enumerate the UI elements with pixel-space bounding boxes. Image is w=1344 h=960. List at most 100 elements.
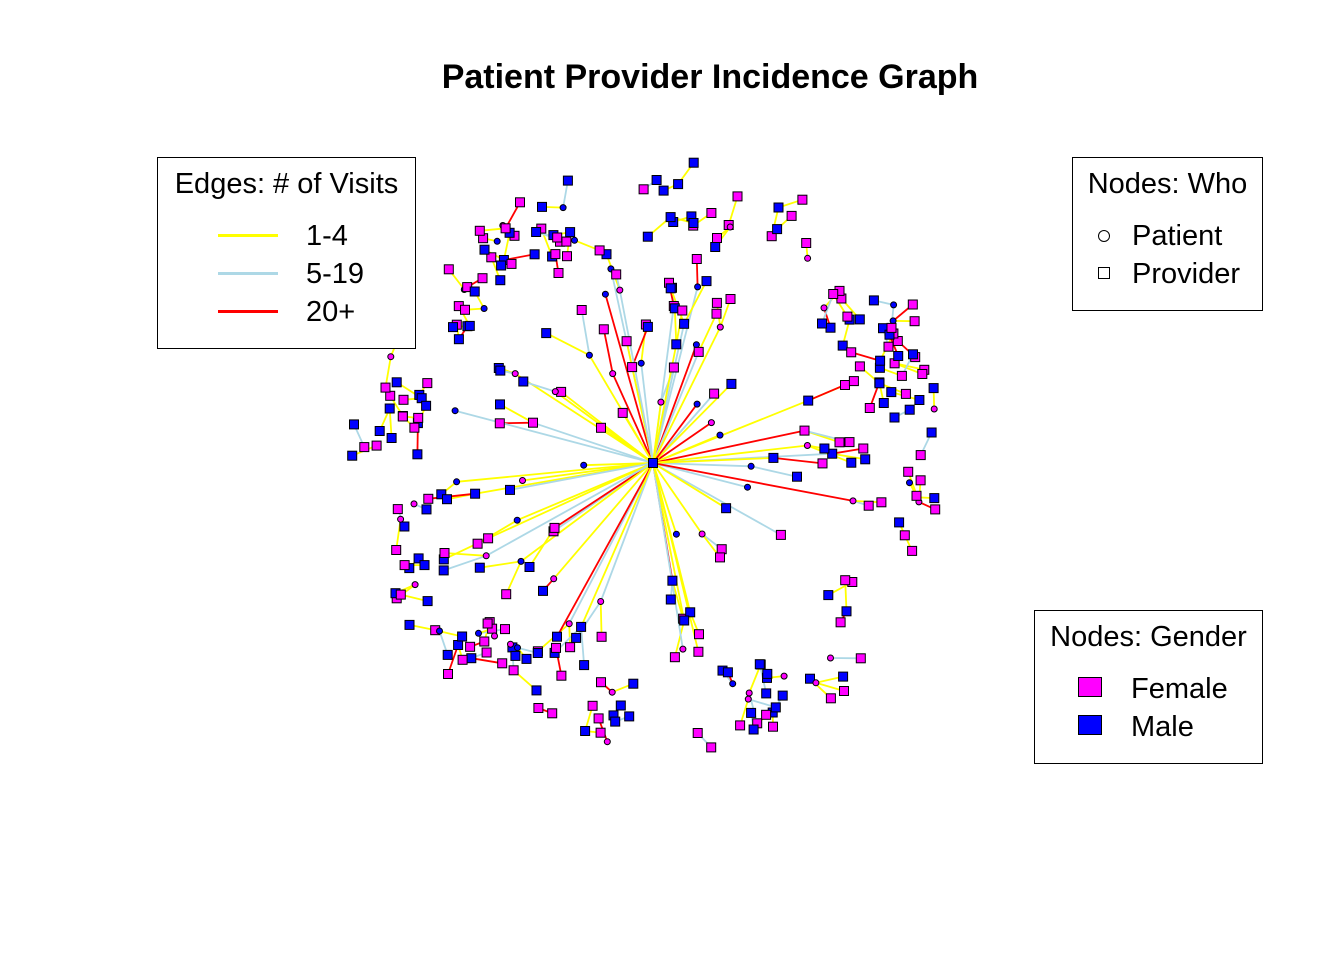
provider-node: [457, 631, 468, 642]
provider-node: [392, 504, 403, 515]
patient-node: [729, 680, 737, 688]
patient-node: [480, 305, 488, 312]
provider-node: [453, 640, 464, 650]
female-swatch-icon: [1078, 677, 1102, 697]
graph-edge: [599, 462, 654, 602]
graph-edge: [652, 429, 805, 464]
provider-node: [903, 466, 914, 477]
provider-node: [611, 269, 622, 280]
patient-node: [451, 407, 459, 415]
provider-node: [863, 500, 874, 511]
who-label-patient: Patient: [1132, 220, 1223, 252]
provider-node: [665, 594, 676, 605]
provider-node: [413, 412, 424, 423]
provider-node: [761, 688, 772, 699]
graph-edge: [832, 452, 866, 461]
provider-node: [665, 283, 676, 294]
patient-circle-icon: [1098, 230, 1110, 242]
provider-node: [580, 726, 591, 736]
provider-node: [835, 617, 846, 628]
edge-label-20-plus: 20+: [306, 296, 356, 328]
patient-node: [608, 688, 616, 696]
provider-node: [874, 378, 885, 389]
provider-node: [547, 708, 558, 719]
provider-node: [642, 231, 653, 242]
graph-edge: [479, 560, 522, 569]
provider-node: [797, 194, 808, 205]
provider-node: [413, 553, 424, 564]
provider-node: [917, 369, 928, 379]
graph-edge: [599, 601, 603, 637]
provider-node: [549, 522, 560, 533]
patient-node: [517, 557, 525, 565]
provider-node: [823, 590, 834, 601]
graph-edge: [652, 462, 854, 502]
provider-node: [380, 382, 391, 393]
provider-node: [438, 565, 449, 576]
provider-node: [596, 677, 606, 688]
provider-node: [495, 365, 506, 376]
provider-node: [693, 646, 704, 657]
provider-node: [679, 615, 690, 626]
provider-node: [615, 700, 626, 711]
provider-node: [688, 218, 699, 228]
provider-node: [839, 686, 849, 696]
provider-node: [915, 450, 926, 461]
patient-node: [657, 398, 665, 406]
provider-node: [899, 530, 910, 541]
provider-node: [465, 641, 476, 652]
provider-node: [423, 493, 434, 504]
graph-edge: [674, 620, 686, 658]
provider-node: [409, 422, 420, 433]
who-label-provider: Provider: [1132, 258, 1240, 290]
provider-node: [497, 658, 508, 669]
patient-node: [747, 462, 755, 470]
provider-node: [706, 742, 717, 753]
chart-title: Patient Provider Incidence Graph: [441, 58, 979, 96]
provider-node: [533, 703, 544, 713]
provider-node: [501, 589, 512, 600]
provider-node: [768, 721, 778, 732]
graph-edge: [580, 462, 654, 628]
provider-node: [422, 596, 433, 607]
edge-key-20-plus: [218, 310, 278, 313]
provider-node: [515, 197, 525, 208]
patient-node: [906, 479, 913, 487]
graph-edge: [384, 356, 392, 388]
patient-node: [511, 370, 519, 378]
patient-node: [397, 515, 405, 523]
patient-node: [637, 359, 645, 367]
patient-node: [513, 516, 521, 524]
provider-node: [442, 649, 453, 660]
provider-node: [883, 341, 894, 352]
graph-edge: [652, 326, 722, 464]
provider-node: [439, 548, 450, 558]
provider-node: [693, 346, 704, 357]
provider-node: [834, 437, 845, 448]
provider-node: [576, 305, 587, 315]
provider-node: [399, 521, 410, 532]
provider-node: [842, 311, 853, 322]
provider-node: [889, 412, 900, 423]
provider-node: [349, 419, 359, 430]
provider-node: [442, 494, 452, 505]
graph-edge: [652, 462, 678, 535]
provider-node: [711, 308, 722, 319]
graph-edge: [631, 326, 649, 368]
provider-node: [422, 378, 433, 389]
patient-node: [827, 654, 834, 662]
provider-node: [571, 632, 582, 643]
provider-node: [875, 355, 886, 366]
provider-node: [506, 258, 517, 269]
graph-edge: [602, 329, 614, 374]
provider-node: [772, 224, 783, 235]
patient-node: [616, 286, 624, 294]
provider-node: [844, 437, 855, 448]
provider-node: [443, 264, 454, 275]
provider-node: [907, 299, 918, 310]
patient-node: [849, 497, 857, 505]
provider-node: [761, 709, 772, 720]
provider-node: [768, 452, 779, 463]
patient-node: [693, 400, 701, 408]
provider-node: [593, 713, 604, 724]
